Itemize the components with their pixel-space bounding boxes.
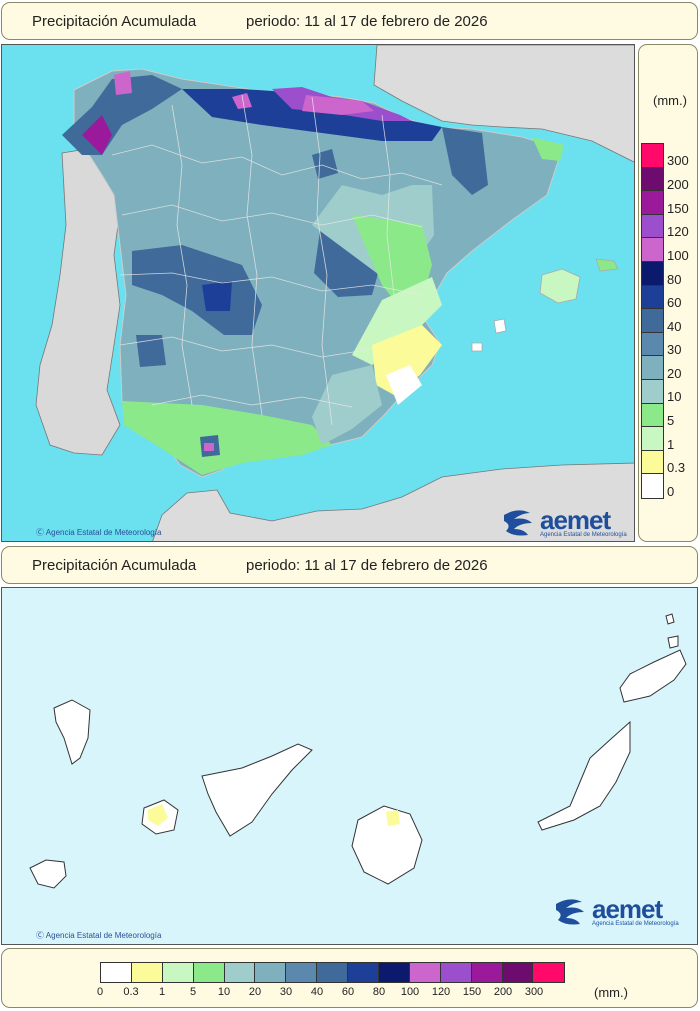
logo-subtitle: Agencia Estatal de Meteorología [540,531,627,538]
legend-label: 100 [667,248,689,263]
swatch-0-3 [642,450,663,475]
legend-label: 80 [667,272,682,287]
legend-label: 0.3 [123,986,139,998]
legend-label: 0 [96,986,104,998]
swatch-80 [642,261,663,286]
swatch-200 [502,963,534,982]
swatch-10 [224,963,256,982]
legend-label: 0 [667,484,675,499]
logo-word: aemet [592,893,663,924]
legend-label: 5 [667,413,675,428]
swatch-100 [409,963,441,982]
island-gran-canaria [351,805,423,885]
legend-labels-horizontal: 0 0.3 1 5 10 20 30 40 60 80 100 120 150 … [96,986,580,1000]
swatch-300 [533,963,565,982]
legend-label: 80 [372,986,386,998]
swatch-20 [642,356,663,380]
map-title-canarias: Precipitación Acumulada [32,556,197,574]
swatch-1 [162,963,194,982]
legend-label: 30 [667,342,682,357]
legend-label: 60 [341,986,355,998]
swatch-0 [642,474,663,498]
legend-label: 200 [493,986,513,998]
bottom-header-bar: Precipitación Acumulada periodo: 11 al 1… [1,546,698,584]
legend-label: 20 [667,366,682,381]
copyright-icon: Ⓒ [36,931,46,940]
legend-label: 200 [667,177,689,192]
swatch-120 [642,214,663,239]
aemet-logo-top: aemet Agencia Estatal de Meteorología [500,507,627,539]
legend-label: 10 [667,389,682,404]
logo-word: aemet [540,504,611,535]
swatch-150 [471,963,503,982]
credit-bottom: Ⓒ Agencia Estatal de Meteorología [36,931,162,940]
legend-label: 150 [462,986,482,998]
swatch-0 [101,963,132,982]
island-fuerteventura [537,720,631,831]
legend-label: 0.3 [667,460,686,475]
aemet-logo-bottom: aemet Agencia Estatal de Meteorología [552,896,679,928]
legend-label: 40 [310,986,324,998]
legend-label: 300 [524,986,544,998]
swatch-0-3 [131,963,163,982]
legend-label: 5 [189,986,197,998]
aemet-swirl-icon [556,899,584,925]
copyright-icon: Ⓒ [36,528,46,537]
swatch-1 [642,427,663,451]
aemet-swirl-icon [504,510,532,536]
island-alegranza [665,613,675,625]
logo-subtitle: Agencia Estatal de Meteorología [592,920,679,927]
island-graciosa [667,635,679,649]
color-scale-horizontal [100,962,566,983]
color-scale-vertical [641,143,664,499]
legend-horizontal: 0 0.3 1 5 10 20 30 40 60 80 100 120 150 … [1,948,698,1008]
period-label-canarias: periodo: 11 al 17 de febrero de 2026 [246,556,488,574]
swatch-20 [255,963,287,982]
island-lanzarote [619,649,687,703]
legend-label: 100 [400,986,420,998]
legend-label: 60 [667,295,682,310]
legend-label: 300 [667,153,689,168]
legend-label: 120 [431,986,451,998]
legend-label: 40 [667,319,682,334]
credit-top: Ⓒ Agencia Estatal de Meteorología [36,528,162,537]
swatch-120 [440,963,472,982]
legend-label: 120 [667,224,689,239]
top-header-bar: Precipitación Acumulada periodo: 11 al 1… [1,2,698,40]
legend-label: 1 [667,437,675,452]
island-el-hierro [29,859,67,889]
legend-unit-top: (mm.) [653,93,687,108]
canarias-map[interactable]: Ⓒ Agencia Estatal de Meteorología aemet … [1,587,698,945]
swatch-80 [379,963,410,982]
legend-label: 20 [248,986,262,998]
peninsula-map-graphic [35,45,634,541]
legend-vertical: (mm.) 300 200 150 120 100 80 60 40 30 20… [638,44,698,542]
island-tenerife [201,743,313,837]
map-title: Precipitación Acumulada [32,12,197,30]
period-label: periodo: 11 al 17 de febrero de 2026 [246,12,488,30]
peninsula-map[interactable]: Ⓒ Agencia Estatal de Meteorología aemet … [1,44,635,542]
legend-label: 30 [279,986,293,998]
swatch-100 [642,238,663,262]
legend-label: 10 [217,986,231,998]
swatch-60 [642,285,663,310]
swatch-30 [286,963,318,982]
swatch-40 [317,963,349,982]
legend-label: 1 [158,986,166,998]
swatch-40 [642,309,663,333]
canarias-map-graphic [29,613,687,889]
swatch-60 [348,963,380,982]
swatch-10 [642,379,663,404]
swatch-150 [642,191,663,215]
legend-unit-bottom: (mm.) [594,985,628,1000]
swatch-200 [642,167,663,192]
swatch-300 [642,144,663,168]
swatch-5 [642,403,663,428]
swatch-5 [193,963,225,982]
island-la-palma [53,699,91,765]
swatch-30 [642,332,663,357]
legend-label: 150 [667,201,689,216]
